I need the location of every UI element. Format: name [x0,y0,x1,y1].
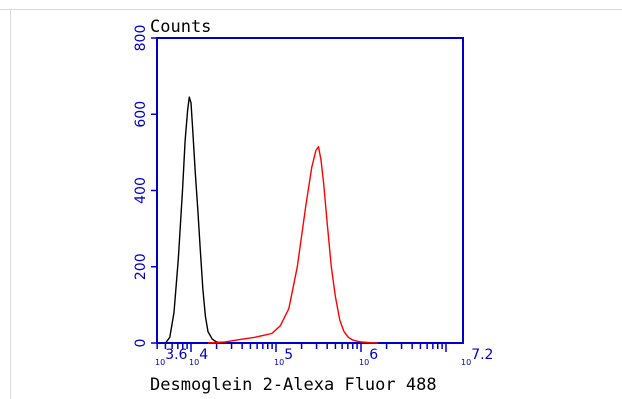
x-axis-label: Desmoglein 2-Alexa Fluor 488 [150,375,437,395]
x-tick-label-base: 10 [274,358,284,367]
series-group [164,96,379,344]
x-tick-label-base: 10 [189,358,199,367]
plot-area [156,37,464,344]
y-tick-label-2: 400 [133,177,149,204]
y-tick-label-4: 800 [133,25,149,52]
x-tick-label-exponent: 3.6 [165,347,187,363]
x-tick-label-exponent: 7.2 [471,347,493,363]
x-tick-label-3: 106 [359,347,378,367]
series-line-1 [207,145,379,344]
y-axis-label: Counts [150,17,211,37]
series-line-0 [164,96,226,344]
y-tick-label-3: 600 [133,101,149,128]
y-tick-label-1: 200 [133,253,149,280]
y-tick-label-0: 0 [133,339,149,348]
x-tick-label-base: 10 [461,358,471,367]
x-tick-label-0: 103.6 [155,347,188,367]
image-frame-left [10,9,11,399]
x-tick-label-base: 10 [155,358,165,367]
x-tick-label-exponent: 4 [199,347,208,363]
x-tick-label-2: 105 [274,347,293,367]
x-tick-label-4: 107.2 [461,347,493,367]
x-tick-label-exponent: 6 [369,347,378,363]
y-axis-ticks: 0 200 400 600 800 [133,25,157,348]
x-tick-label-1: 104 [189,347,208,367]
image-frame-top [0,9,622,10]
x-tick-label-exponent: 5 [284,347,293,363]
x-tick-label-base: 10 [359,358,369,367]
x-axis-ticks: 103.6 104 105 106 107.2 [155,343,493,367]
